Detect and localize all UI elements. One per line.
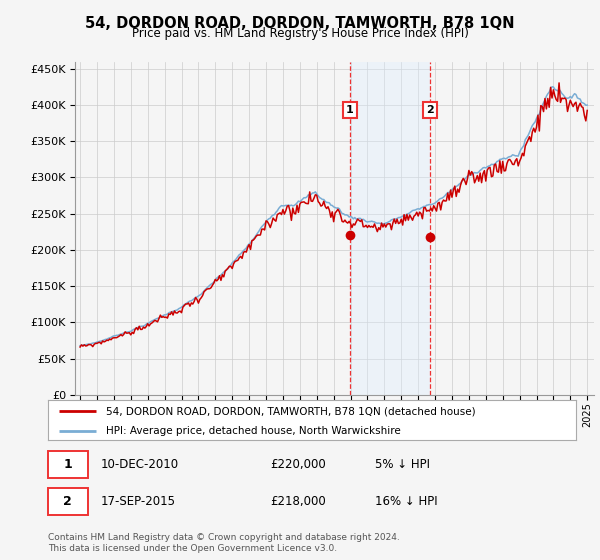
Text: 54, DORDON ROAD, DORDON, TAMWORTH, B78 1QN: 54, DORDON ROAD, DORDON, TAMWORTH, B78 1… xyxy=(85,16,515,31)
Bar xyxy=(350,62,430,395)
Text: 54, DORDON ROAD, DORDON, TAMWORTH, B78 1QN (detached house): 54, DORDON ROAD, DORDON, TAMWORTH, B78 1… xyxy=(106,407,476,417)
Text: 17-SEP-2015: 17-SEP-2015 xyxy=(101,494,176,508)
Text: Contains HM Land Registry data © Crown copyright and database right 2024.
This d: Contains HM Land Registry data © Crown c… xyxy=(48,533,400,553)
Text: HPI: Average price, detached house, North Warwickshire: HPI: Average price, detached house, Nort… xyxy=(106,426,401,436)
Text: 10-DEC-2010: 10-DEC-2010 xyxy=(101,458,179,472)
Text: 1: 1 xyxy=(346,105,354,115)
FancyBboxPatch shape xyxy=(48,488,88,515)
Text: 2: 2 xyxy=(63,494,72,508)
FancyBboxPatch shape xyxy=(48,451,88,478)
Text: £218,000: £218,000 xyxy=(270,494,326,508)
Text: 1: 1 xyxy=(63,458,72,472)
Text: £220,000: £220,000 xyxy=(270,458,326,472)
Text: 16% ↓ HPI: 16% ↓ HPI xyxy=(376,494,438,508)
Text: 2: 2 xyxy=(426,105,434,115)
Text: Price paid vs. HM Land Registry's House Price Index (HPI): Price paid vs. HM Land Registry's House … xyxy=(131,27,469,40)
Text: 5% ↓ HPI: 5% ↓ HPI xyxy=(376,458,430,472)
